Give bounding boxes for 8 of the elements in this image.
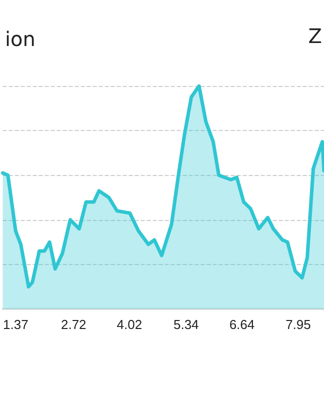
text: Z (308, 24, 322, 48)
chart-title: ion (5, 27, 36, 51)
x-tick-label: 7.95 (286, 317, 311, 332)
x-tick-label: 5.34 (173, 317, 199, 332)
x-tick-label: 2.72 (60, 317, 86, 332)
x-tick-label: 6.64 (229, 317, 255, 332)
x-tick-label: 1.37 (2, 317, 28, 332)
x-tick-label: 4.02 (116, 317, 142, 332)
